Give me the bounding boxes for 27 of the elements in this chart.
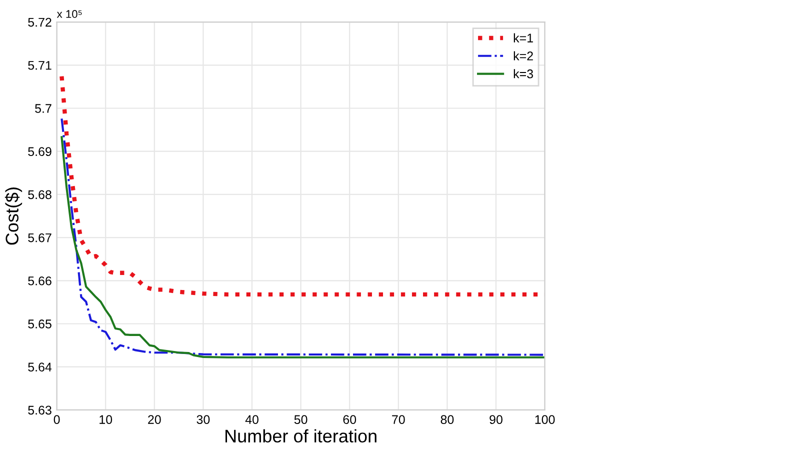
text: x 10⁵ <box>56 10 82 18</box>
y-tick-label: 5.67 <box>28 233 52 242</box>
legend-label: k=1 <box>514 33 533 42</box>
y-tick-label: 5.72 <box>28 18 52 27</box>
x-tick-label: 40 <box>245 415 258 424</box>
x-tick-label: 20 <box>148 415 161 424</box>
x-tick-label: 10 <box>100 415 112 424</box>
x-tick-label: 30 <box>196 415 210 424</box>
legend-label: k=3 <box>514 69 533 78</box>
y-tick-label: 5.69 <box>28 147 52 156</box>
y-tick-label: 5.68 <box>28 190 52 200</box>
y-tick-label: 5.66 <box>28 276 52 286</box>
x-tick-label: 60 <box>343 415 356 424</box>
y-tick-label: 5.64 <box>28 362 52 372</box>
legend-label: k=2 <box>514 51 533 60</box>
y-tick-label: 5.7 <box>35 104 52 113</box>
x-tick-label: 90 <box>490 415 502 424</box>
y-axis-title: Cost($) <box>4 188 22 245</box>
x-axis-title: Number of iteration <box>226 429 376 443</box>
x-tick-label: 80 <box>440 415 454 424</box>
x-tick-label: 70 <box>392 415 405 424</box>
y-tick-label: 5.65 <box>28 320 52 328</box>
y-tick-label: 5.71 <box>28 61 52 70</box>
x-tick-label: 50 <box>294 415 308 424</box>
x-tick-label: 0 <box>54 415 60 424</box>
x-tick-label: 100 <box>535 415 555 424</box>
y-tick-label: 5.63 <box>28 406 52 415</box>
